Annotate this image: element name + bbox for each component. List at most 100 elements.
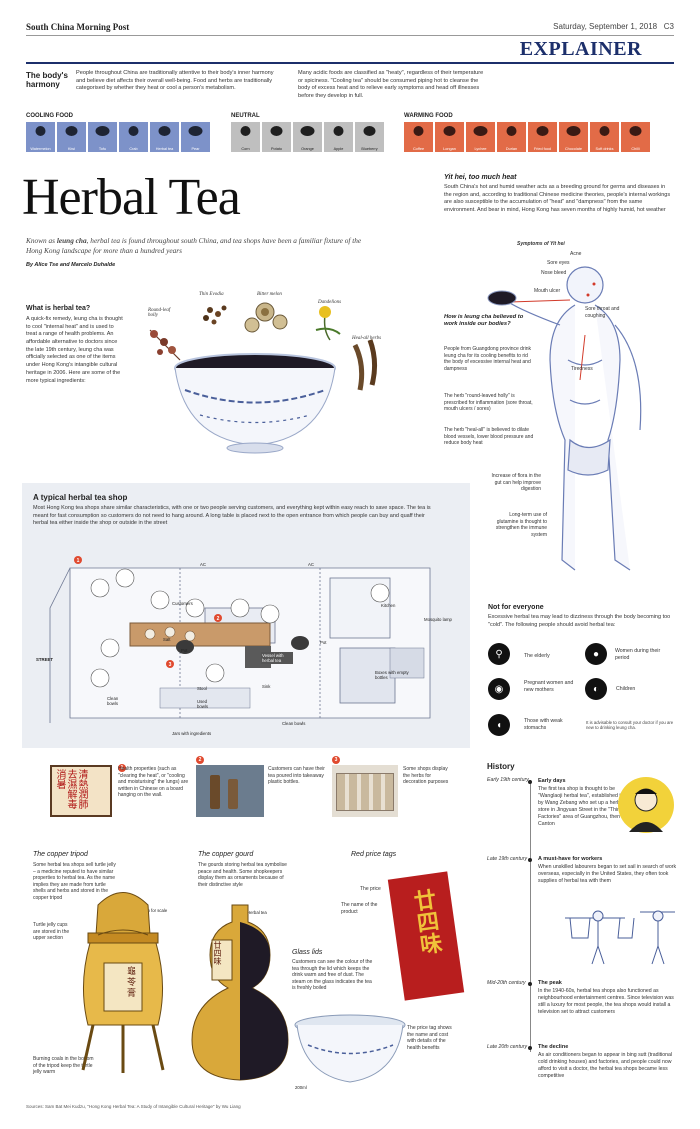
- shop-label-stool: Stool: [197, 686, 207, 691]
- page-title: Herbal Tea: [22, 169, 241, 226]
- food-name: Kiwi: [68, 147, 75, 151]
- tea-bowl-icon: [174, 353, 336, 454]
- tripod-characters: 龜苓膏: [125, 966, 135, 999]
- apple-icon: [333, 126, 344, 136]
- coffee-icon: [413, 126, 424, 136]
- timeline-dot-2: [528, 858, 532, 862]
- group-children: Children: [616, 686, 636, 692]
- what-is-heading: What is herbal tea?: [26, 305, 91, 312]
- symptom-tiredness: Tiredness: [571, 366, 593, 372]
- food-tile: Durian: [497, 122, 526, 152]
- shop-label-sink: Sink: [262, 684, 271, 689]
- bitter-melon-icon: [244, 302, 288, 333]
- copper-tripod-illustration: [81, 892, 165, 1073]
- yit-hei-heading: Yit hei, too much heat: [444, 174, 517, 181]
- food-tile: Crab: [119, 122, 148, 152]
- not-everyone-text: Excessive herbal tea may lead to dizzine…: [488, 614, 671, 628]
- harmony-text-2: Many acidic foods are classified as "hea…: [298, 70, 484, 99]
- history-era-1: Early 19th century: [487, 777, 529, 783]
- sources: Sources: Sam Bat Mei Kudzu, "Hong Kong H…: [26, 1104, 241, 1109]
- history-text-3: In the 1940-60s, herbal tea shops also f…: [538, 988, 674, 1016]
- history-era-3: Mid-20th century: [487, 980, 526, 986]
- gourd-characters: 廿四味: [213, 941, 222, 965]
- gourd-heading: The copper gourd: [198, 851, 254, 858]
- crab-icon: [128, 126, 139, 136]
- food-tile: Coffee: [404, 122, 433, 152]
- price-tag-characters: 廿四味: [408, 887, 444, 957]
- history-text-1: The first tea shop is thought to be "Wan…: [538, 786, 637, 828]
- child-icon: ◐: [585, 678, 607, 700]
- food-tile: Blueberry: [355, 122, 384, 152]
- food-tile: Lychee: [466, 122, 495, 152]
- shop-badge-1: 1: [77, 558, 80, 564]
- wall-board-photo: 清熱潤肺去濕解毒消暑: [50, 765, 112, 817]
- cooling-food-row: Watermelon Kiwi Tofu Crab Herbal tea Pear: [26, 122, 210, 152]
- note-3-text: Some shops display the herbs for decorat…: [403, 766, 449, 785]
- food-name: Chocolate: [564, 147, 583, 151]
- price-tags-heading: Red price tags: [351, 851, 397, 858]
- shop-label-ac-1: AC: [200, 562, 206, 567]
- harmony-title: The body's harmony: [26, 71, 68, 89]
- glass-lids-text: Customers can see the colour of the tea …: [292, 959, 373, 991]
- product-name-label: The name of the product: [341, 902, 378, 915]
- yit-hei-text: South China's hot and humid weather acts…: [444, 184, 671, 214]
- how-works-p3: The herb "heal-all" is believed to dilat…: [444, 427, 534, 446]
- man-figure-illustration: [487, 266, 642, 571]
- how-works-heading: How is leung cha believed to work inside…: [444, 314, 524, 328]
- tripod-scale: Human for scale: [136, 908, 168, 913]
- symptom-sore-eyes: Sore eyes: [547, 260, 570, 266]
- how-works-p2: The herb "round-leaved holly" is prescri…: [444, 393, 533, 412]
- food-tile: Orange: [293, 122, 322, 152]
- symptom-nose-bleed: Nose bleed: [541, 270, 567, 276]
- group-weak-stomachs: Those with weak stomachs: [524, 718, 563, 731]
- takeaway-bottles-photo: [196, 765, 264, 817]
- herb-label-round-leaf-holly: Round-leaf holly: [148, 308, 171, 318]
- history-heading: History: [487, 762, 515, 771]
- warming-food-row: Coffee Longan Lychee Durian Fried food Chocol…: [404, 122, 650, 152]
- food-tile: Kiwi: [57, 122, 86, 152]
- food-name: Orange: [301, 147, 314, 151]
- harmony-text-1: People throughout China are traditionall…: [76, 70, 274, 92]
- pear-icon: [188, 126, 203, 136]
- shop-badge-2: 2: [217, 616, 220, 622]
- dandelion-icon: [315, 306, 341, 341]
- stomach-icon: ◖: [488, 714, 510, 736]
- food-tile: Corn: [231, 122, 260, 152]
- note-badge-3: 3: [332, 756, 340, 764]
- timeline-line: [530, 780, 531, 1052]
- food-tile: Herbal tea: [150, 122, 179, 152]
- lychee-icon: [473, 126, 488, 136]
- herbal-tea-bowl-illustration: [149, 302, 378, 454]
- gourd-label: Herbal tea: [247, 910, 267, 915]
- customer-figures: [90, 568, 390, 688]
- tripod-text-3: Burning coals in the bottom of the tripo…: [33, 1056, 94, 1075]
- shop-text: Most Hong Kong tea shops share similar c…: [33, 505, 431, 527]
- neutral-food-label: NEUTRAL: [231, 113, 260, 119]
- blueberry-icon: [363, 126, 376, 136]
- food-name: Soft drinks: [595, 147, 614, 151]
- symptom-acne: Acne: [570, 251, 582, 257]
- note-1-text: Health properties (such as "clearing the…: [118, 766, 189, 798]
- food-tile: Apple: [324, 122, 353, 152]
- price-label: The price: [360, 886, 381, 892]
- timeline-dot-4: [528, 1046, 532, 1050]
- symptoms-title: Symptoms of Yit hei: [517, 241, 565, 247]
- shop-label-street: STREET: [36, 657, 53, 662]
- tea-cup-icon: [487, 290, 517, 306]
- food-name: Lychee: [474, 147, 487, 151]
- food-name: Corn: [241, 147, 250, 151]
- glass-lid-bowl-illustration: [294, 1014, 406, 1083]
- issue-date: Saturday, September 1, 2018 C3: [553, 22, 674, 31]
- history-title-2: A must-have for workers: [538, 856, 603, 862]
- pot-icon: [176, 640, 194, 654]
- thin-evodia-icon: [203, 305, 227, 325]
- period-drop-icon: ●: [585, 643, 607, 665]
- watermelon-icon: [35, 126, 46, 136]
- food-name: Chilli: [631, 147, 640, 151]
- shop-badge-3: 3: [169, 662, 172, 668]
- food-name: Blueberry: [361, 147, 378, 151]
- shop-label-boxes: Boxes with empty bottles: [375, 670, 409, 681]
- history-title-3: The peak: [538, 980, 562, 986]
- history-era-4: Late 20th century: [487, 1044, 528, 1050]
- food-tile: Watermelon: [26, 122, 55, 152]
